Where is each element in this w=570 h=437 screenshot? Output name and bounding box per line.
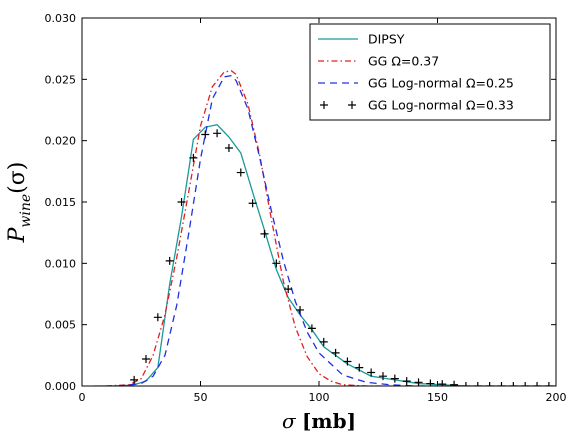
series-gg-0-37 bbox=[105, 70, 391, 386]
data-point bbox=[402, 377, 411, 386]
data-point bbox=[296, 305, 305, 314]
data-point bbox=[509, 382, 518, 386]
data-point bbox=[355, 363, 364, 372]
legend-marker bbox=[348, 101, 356, 109]
x-tick-label: 200 bbox=[546, 391, 567, 404]
y-tick-label: 0.000 bbox=[45, 380, 77, 393]
data-point bbox=[307, 324, 316, 333]
data-point bbox=[213, 129, 222, 138]
legend-label: GG Log-normal Ω=0.33 bbox=[368, 98, 514, 113]
data-point bbox=[521, 382, 530, 386]
legend-item: GG Log-normal Ω=0.25 bbox=[318, 76, 514, 91]
y-tick-label: 0.015 bbox=[45, 196, 77, 209]
legend-item: GG Log-normal Ω=0.33 bbox=[320, 98, 514, 113]
data-point bbox=[426, 379, 435, 386]
y-tick-label: 0.005 bbox=[45, 319, 77, 332]
series-gg-log-normal-0-33 bbox=[130, 129, 553, 386]
data-point bbox=[497, 382, 506, 386]
data-point bbox=[224, 144, 233, 153]
data-point bbox=[177, 198, 186, 206]
x-tick-label: 0 bbox=[79, 391, 86, 404]
data-point bbox=[438, 380, 447, 386]
data-point bbox=[367, 368, 376, 377]
axis-ticks: 0 50 100 150 200 0.000 0.005 0.010 0.015 0.020 0.0… bbox=[45, 12, 567, 404]
data-point bbox=[390, 374, 399, 383]
data-point bbox=[236, 168, 245, 177]
y-tick-label: 0.030 bbox=[45, 12, 77, 25]
legend: DIPSY GG Ω=0.37 GG Log-normal Ω=0.25 GG Log… bbox=[309, 23, 551, 121]
legend-item: GG Ω=0.37 bbox=[318, 54, 439, 69]
data-point bbox=[544, 382, 553, 386]
data-point bbox=[201, 130, 210, 139]
y-tick-label: 0.025 bbox=[45, 73, 77, 86]
data-point bbox=[141, 355, 150, 364]
legend-box bbox=[309, 23, 551, 121]
data-point bbox=[165, 256, 174, 265]
x-tick-label: 100 bbox=[309, 391, 330, 404]
data-point bbox=[378, 372, 387, 381]
x-axis-label: σ [mb] bbox=[282, 409, 356, 433]
legend-label: GG Log-normal Ω=0.25 bbox=[368, 76, 514, 91]
legend-label: DIPSY bbox=[368, 32, 405, 47]
legend-item: DIPSY bbox=[318, 32, 405, 47]
data-point bbox=[153, 313, 162, 322]
series-gg-log-normal-0-25 bbox=[117, 74, 438, 386]
data-point bbox=[319, 337, 328, 346]
y-tick-label: 0.010 bbox=[45, 257, 77, 270]
data-point bbox=[284, 285, 293, 294]
x-tick-label: 150 bbox=[427, 391, 448, 404]
y-axis-label: Pwine(σ) bbox=[5, 162, 34, 244]
data-point bbox=[343, 357, 352, 366]
data-point bbox=[130, 375, 139, 384]
plot-series-area bbox=[93, 70, 556, 386]
data-point bbox=[473, 382, 482, 386]
data-point bbox=[450, 380, 459, 386]
data-point bbox=[248, 199, 257, 208]
data-point bbox=[189, 153, 198, 162]
data-point bbox=[414, 378, 423, 386]
data-point bbox=[461, 382, 470, 386]
data-point bbox=[272, 259, 281, 268]
legend-label: GG Ω=0.37 bbox=[368, 54, 439, 69]
x-tick-label: 50 bbox=[194, 391, 208, 404]
legend-marker bbox=[320, 101, 328, 109]
y-tick-label: 0.020 bbox=[45, 135, 77, 148]
data-point bbox=[331, 348, 340, 357]
data-point bbox=[485, 382, 494, 386]
data-point bbox=[533, 382, 542, 386]
data-point bbox=[260, 229, 269, 238]
